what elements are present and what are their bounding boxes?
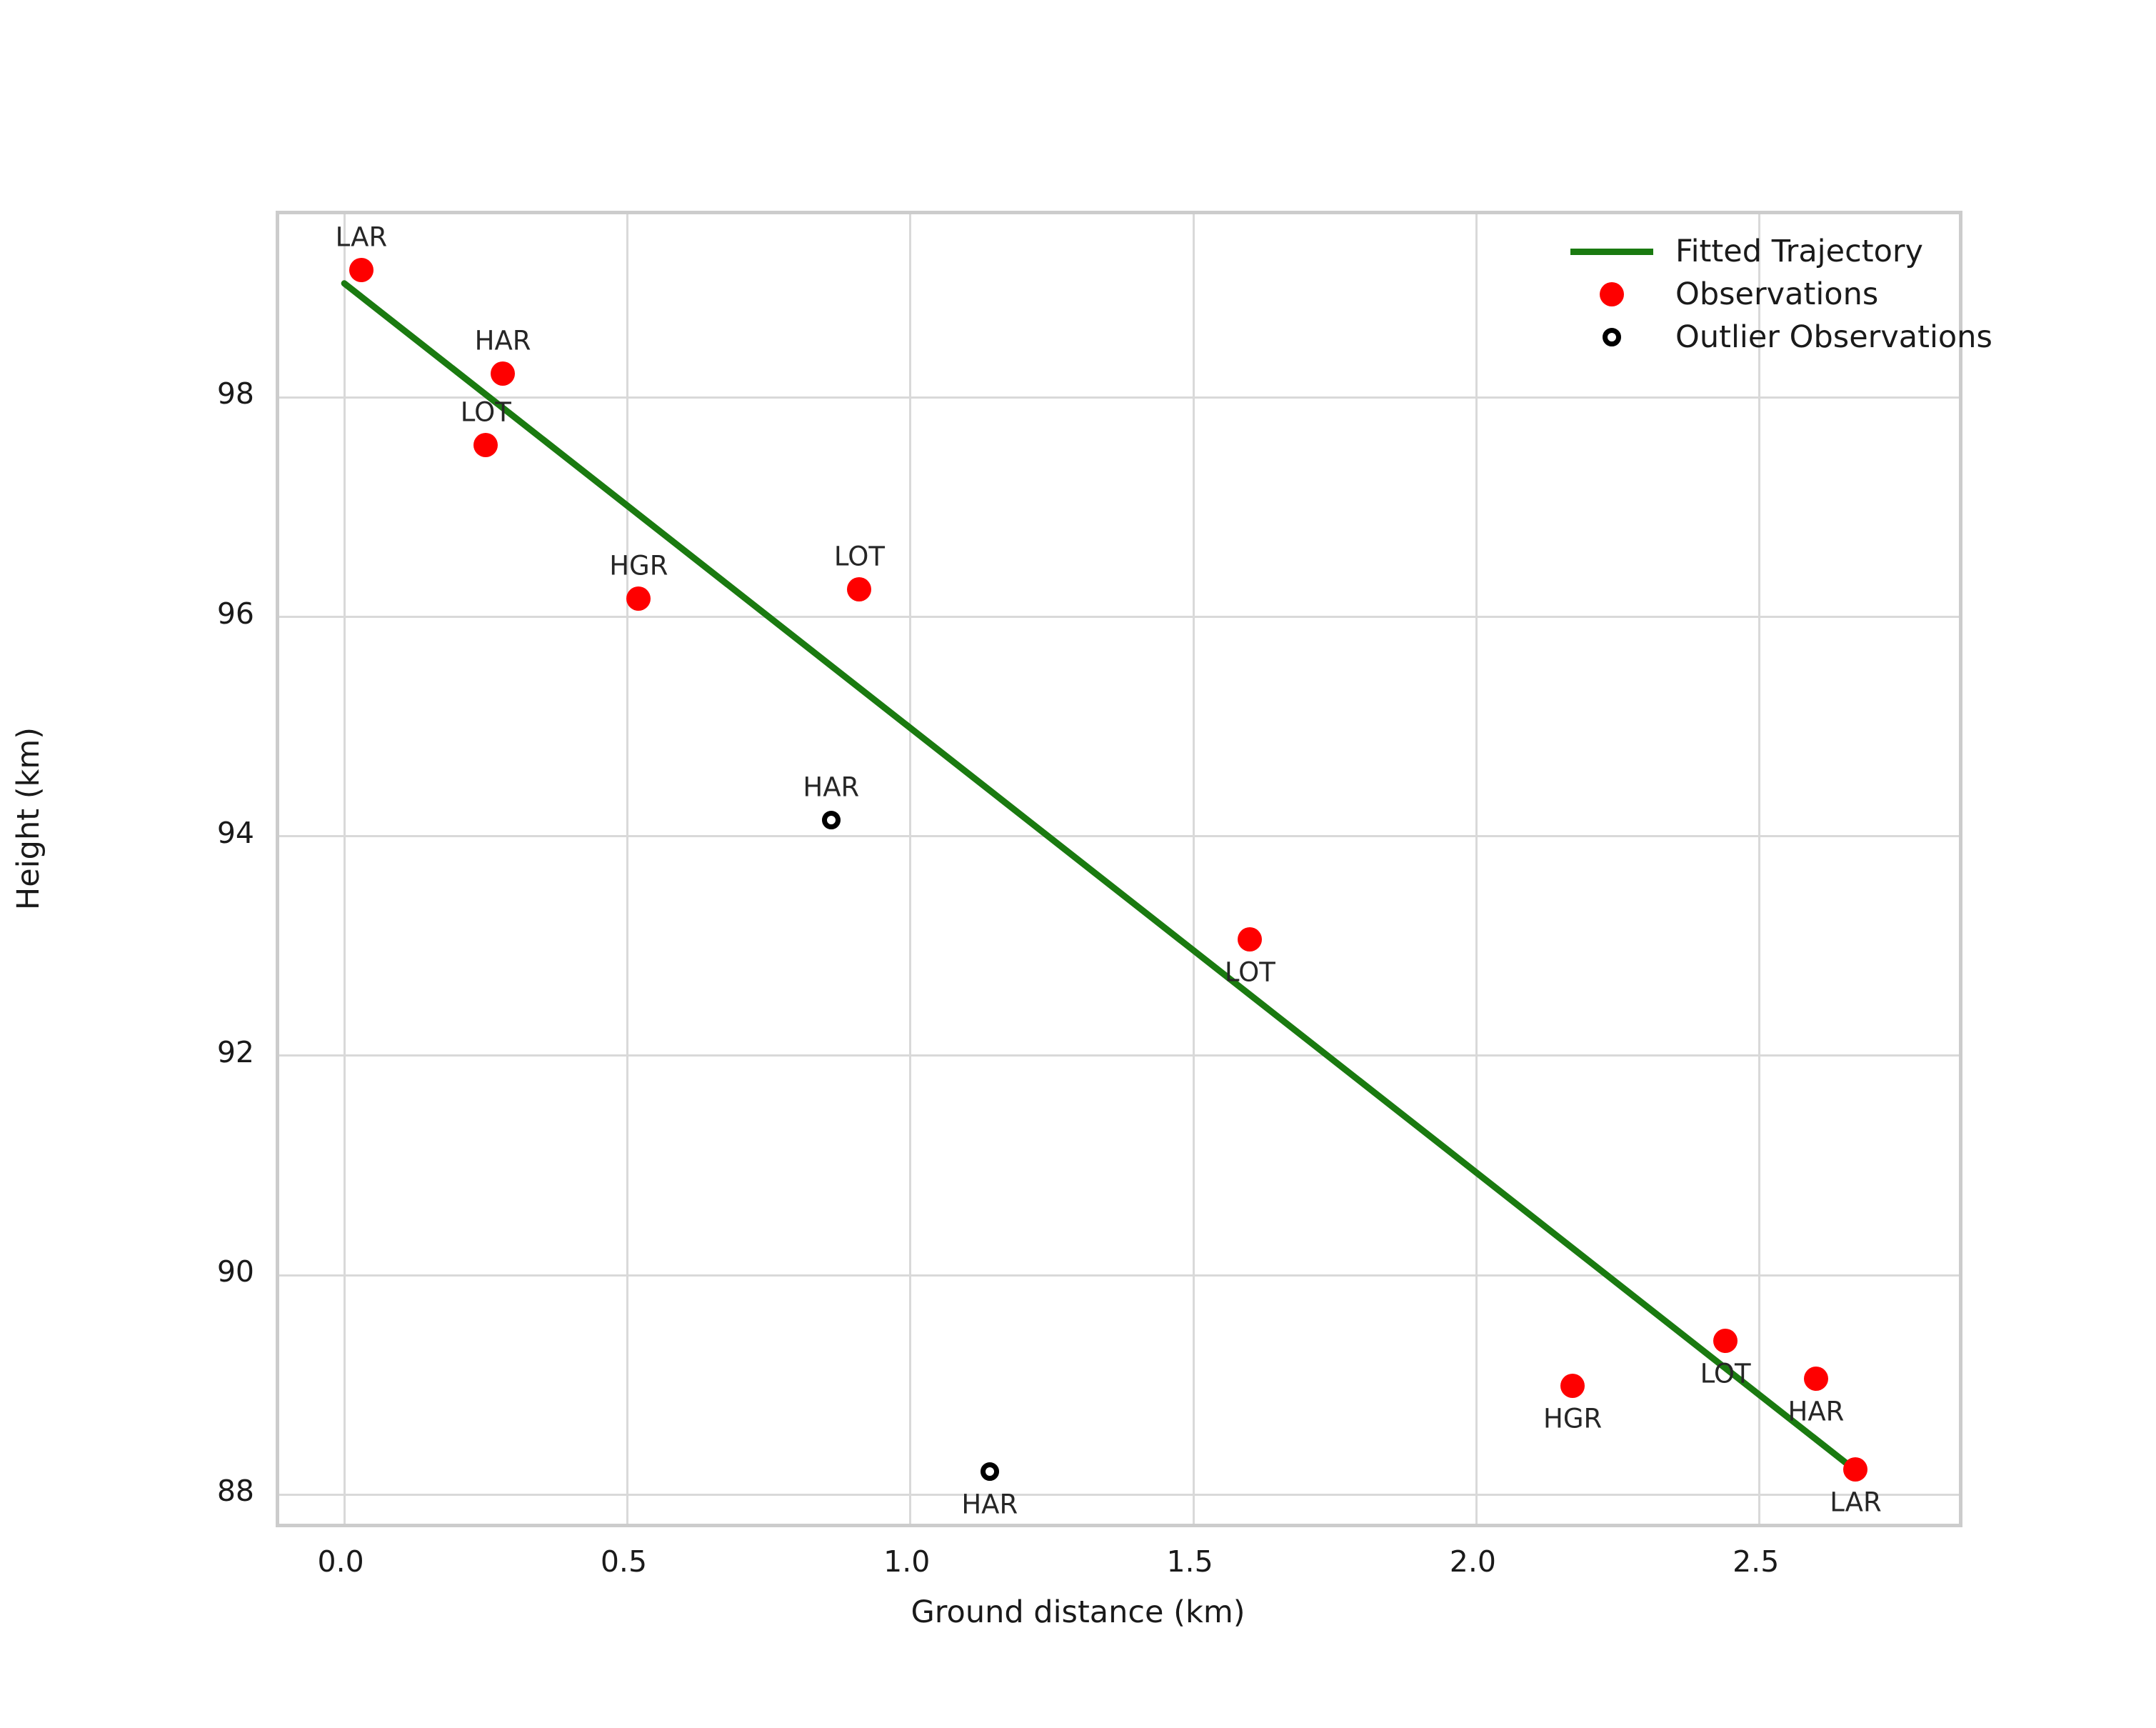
- observation-marker: [1238, 927, 1263, 952]
- point-label: HGR: [609, 550, 668, 581]
- gridline-vertical: [1475, 214, 1478, 1524]
- point-label: HAR: [961, 1489, 1018, 1520]
- legend-ring-swatch-icon: [1558, 328, 1665, 346]
- legend-item: Fitted Trajectory: [1558, 230, 1992, 273]
- gridline-vertical: [1192, 214, 1195, 1524]
- y-tick-label: 92: [216, 1034, 254, 1069]
- y-axis-label: Height (km): [11, 726, 46, 911]
- chart-legend: Fitted Trajectory Observations Outlier Obs…: [1548, 223, 2002, 366]
- point-label: HAR: [474, 325, 531, 356]
- x-axis-label: Ground distance (km): [911, 1594, 1245, 1630]
- observation-marker: [491, 361, 516, 386]
- gridline-vertical: [909, 214, 912, 1524]
- gridline-vertical: [343, 214, 346, 1524]
- outlier-observation-marker: [980, 1462, 999, 1482]
- observation-marker: [473, 432, 498, 457]
- legend-dot-swatch-icon: [1558, 282, 1665, 306]
- legend-label: Outlier Observations: [1675, 319, 1992, 355]
- gridline-horizontal: [279, 1054, 1959, 1057]
- gridline-vertical: [1758, 214, 1761, 1524]
- gridline-horizontal: [279, 1274, 1959, 1277]
- observation-marker: [847, 577, 872, 602]
- gridline-horizontal: [279, 616, 1959, 619]
- gridline-horizontal: [279, 835, 1959, 838]
- point-label: LAR: [1830, 1487, 1882, 1518]
- point-label: HAR: [803, 771, 860, 803]
- observation-marker: [1843, 1457, 1868, 1482]
- y-tick-label: 94: [216, 815, 254, 850]
- observation-marker: [1560, 1374, 1585, 1399]
- x-tick-label: 1.5: [1166, 1544, 1213, 1579]
- gridline-horizontal: [279, 396, 1959, 399]
- legend-swatch: [1600, 282, 1624, 306]
- gridline-vertical: [626, 214, 628, 1524]
- observation-marker: [349, 258, 373, 283]
- legend-line-swatch-icon: [1558, 248, 1665, 255]
- x-tick-label: 0.5: [600, 1544, 648, 1579]
- y-tick-label: 98: [216, 376, 254, 411]
- point-label: LOT: [460, 396, 511, 428]
- y-tick-label: 96: [216, 596, 254, 631]
- observation-marker: [1803, 1366, 1828, 1391]
- point-label: HAR: [1788, 1396, 1845, 1427]
- point-label: LOT: [1224, 957, 1275, 988]
- y-tick-label: 90: [216, 1254, 254, 1289]
- point-label: LOT: [833, 541, 885, 572]
- legend-swatch: [1570, 248, 1653, 255]
- legend-label: Observations: [1675, 276, 1879, 312]
- legend-item: Outlier Observations: [1558, 316, 1992, 359]
- legend-label: Fitted Trajectory: [1675, 234, 1924, 269]
- x-tick-label: 2.5: [1733, 1544, 1780, 1579]
- x-tick-label: 2.0: [1449, 1544, 1496, 1579]
- legend-item: Observations: [1558, 273, 1992, 316]
- x-tick-label: 0.0: [317, 1544, 364, 1579]
- point-label: HGR: [1543, 1403, 1603, 1434]
- observation-marker: [1713, 1329, 1738, 1354]
- point-label: LAR: [335, 221, 388, 253]
- legend-swatch: [1603, 328, 1621, 346]
- x-tick-label: 1.0: [883, 1544, 931, 1579]
- point-label: LOT: [1700, 1358, 1751, 1389]
- outlier-observation-marker: [821, 810, 841, 829]
- observation-marker: [626, 586, 651, 611]
- data-layer: LAR HAR LOT HGR LOT LOT HGR LOT HAR LAR HAR HAR: [279, 214, 1959, 1524]
- fitted-trajectory-line: [341, 280, 1859, 1474]
- gridline-horizontal: [279, 1493, 1959, 1496]
- y-tick-label: 88: [216, 1474, 254, 1509]
- plot-area: LAR HAR LOT HGR LOT LOT HGR LOT HAR LAR HAR HAR: [276, 211, 1962, 1527]
